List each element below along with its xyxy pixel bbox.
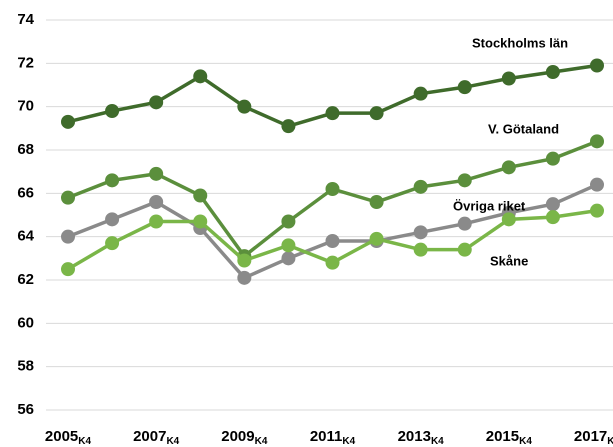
marker [545,210,560,225]
y-tick-label: 62 [17,271,34,288]
marker [105,173,120,188]
marker [413,225,428,240]
marker [369,231,384,246]
x-tick-label: 2013K4 [398,428,445,447]
series-label: Skåne [490,253,528,268]
marker [413,179,428,194]
series-label: V. Götaland [488,121,559,136]
marker [501,71,516,86]
marker [325,234,340,248]
y-tick-label: 56 [17,401,34,418]
marker [590,134,604,149]
marker [457,80,472,95]
y-tick-label: 64 [17,228,34,245]
y-tick-label: 60 [17,314,34,331]
marker [193,188,208,203]
marker [281,251,296,266]
marker [61,262,75,277]
x-tick-label: 2015K4 [486,428,533,447]
marker [105,212,120,227]
marker [237,253,252,268]
y-tick-label: 58 [17,358,34,375]
marker [193,214,208,229]
y-tick-label: 72 [17,54,34,71]
y-tick-label: 74 [17,11,34,28]
marker [501,160,516,175]
marker [590,58,604,73]
marker [545,151,560,166]
marker [545,65,560,79]
x-tick-label: 2017K4 [574,428,613,447]
marker [590,177,604,192]
marker [281,119,296,134]
x-tick-label: 2009K4 [221,428,268,447]
marker [61,229,75,244]
x-tick-label: 2011K4 [310,428,356,447]
marker [281,214,296,229]
marker [501,212,516,227]
marker [149,195,164,209]
series-label: Övriga riket [453,198,526,213]
marker [545,197,560,212]
marker [281,238,296,253]
marker [237,99,252,114]
marker [193,69,208,84]
marker [105,236,120,251]
marker [413,86,428,101]
y-tick-label: 68 [17,141,34,158]
y-tick-label: 70 [17,98,34,115]
marker [105,104,120,118]
marker [369,106,384,121]
x-tick-label: 2007K4 [133,428,180,447]
x-tick-label: 2005K4 [45,428,92,447]
marker [325,182,340,196]
y-tick-label: 66 [17,184,34,201]
marker [457,242,472,257]
series-label: Stockholms län [472,35,568,50]
marker [325,255,340,270]
marker [457,173,472,188]
marker [457,216,472,231]
marker [590,203,604,218]
marker [413,242,428,257]
marker [369,195,384,209]
marker [61,190,75,205]
marker [149,95,164,110]
marker [149,214,164,229]
marker [149,166,164,181]
marker [61,114,75,129]
marker [325,106,340,121]
marker [237,270,252,285]
